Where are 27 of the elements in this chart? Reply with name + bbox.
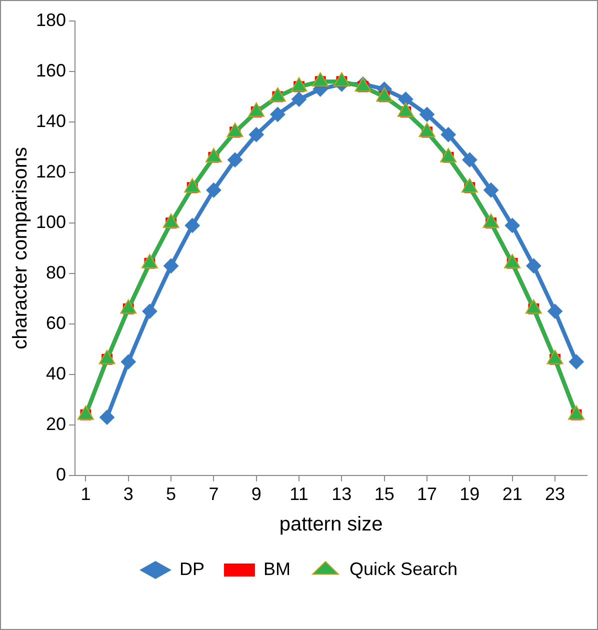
y-tick-label: 160 [36,60,66,80]
x-tick-label: 1 [80,484,91,504]
x-tick-label: 3 [123,484,134,504]
y-tick-label: 120 [36,161,66,182]
y-tick-label: 80 [46,262,66,282]
legend-label: DP [179,558,204,579]
y-tick-label: 20 [46,414,66,434]
legend-label: Quick Search [349,558,458,579]
x-axis-title: pattern size [279,514,383,536]
x-tick-label: 9 [251,484,262,504]
x-tick-label: 7 [208,484,219,504]
y-tick-label: 40 [46,363,66,384]
x-tick-label: 19 [460,484,480,504]
x-tick-label: 15 [374,484,394,504]
legend-label: BM [263,558,290,579]
x-tick-label: 17 [416,484,438,504]
x-tick-label: 21 [502,484,522,504]
y-tick-label: 60 [46,312,66,333]
y-tick-label: 0 [56,464,66,484]
y-tick-label: 180 [36,10,66,30]
x-tick-label: 5 [166,484,176,504]
y-axis-title: character comparisons [10,147,32,350]
x-tick-label: 11 [290,484,308,504]
y-tick-label: 140 [36,110,66,131]
x-tick-label: 23 [544,484,566,504]
y-tick-label: 100 [36,212,66,232]
x-tick-label: 13 [332,484,352,504]
